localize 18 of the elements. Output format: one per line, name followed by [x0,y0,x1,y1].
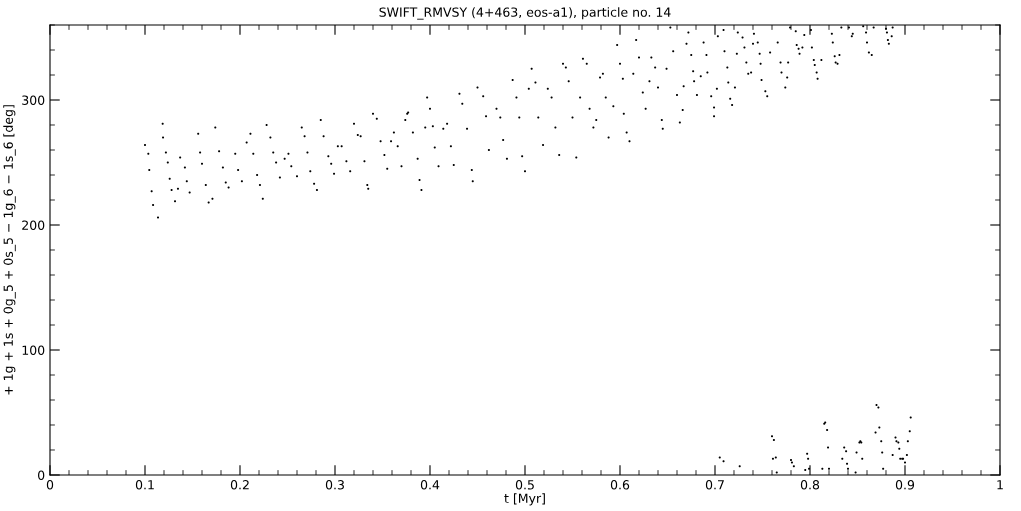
x-tick-label: 0.4 [420,480,440,490]
y-tick-label: 0 [38,470,45,480]
x-tick-label: 0.9 [895,480,915,490]
x-tick-label: 0.3 [325,480,344,490]
y-tick-label: 200 [22,220,45,230]
x-tick-label: 0.6 [610,480,630,490]
x-tick-label: 1 [997,480,1003,490]
x-tick-label: 0 [46,480,54,490]
x-tick-label: 0.8 [800,480,820,490]
x-tick-label: 0.7 [705,480,724,490]
y-axis-title: + 1g + 1s + 0g_5 + 0s_5 − 1g_6 − 1s_6 [deg] [3,105,16,395]
x-tick-label: 0.5 [515,480,534,490]
x-axis-title: t [Myr] [504,493,545,506]
y-tick-label: 100 [22,345,45,355]
x-tick-label: 0.2 [230,480,249,490]
chart-title: SWIFT_RMVSY (4+463, eos-a1), particle no. 14 [379,7,671,20]
x-tick-label: 0.1 [135,480,154,490]
y-tick-label: 300 [22,95,45,105]
